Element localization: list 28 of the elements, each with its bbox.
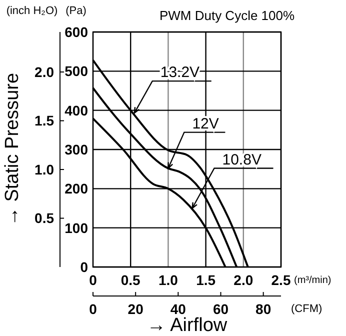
- y2-tick-label: 1.5: [34, 112, 54, 129]
- y-tick-label: 400: [64, 102, 88, 118]
- y-tick-label: 200: [64, 180, 88, 197]
- x-axis-title: (m³/min): [294, 275, 332, 286]
- x-tick-label: 2.5: [271, 272, 291, 288]
- x2-tick-label: 60: [212, 301, 229, 317]
- x2-axis-title: (CFM): [291, 303, 322, 315]
- annotation: 10.8V: [222, 151, 262, 168]
- x-tick-label: 0.5: [120, 272, 141, 288]
- y2-tick-label: 0.5: [34, 210, 54, 226]
- x-tick-label: 1.0: [158, 272, 178, 288]
- y-tick-label: 100: [64, 220, 88, 236]
- y-tick-label: 500: [64, 63, 88, 80]
- y-tick-label: 300: [64, 142, 88, 158]
- x2-tick-label: 80: [256, 301, 272, 317]
- y2-axis-title: (inch H₂O): [6, 5, 58, 17]
- y-tick-label: 0: [80, 259, 88, 275]
- x2-tick-label: 40: [170, 301, 186, 317]
- y-axis-title: (Pa): [66, 5, 86, 17]
- x-tick-label: 1.5: [196, 272, 216, 288]
- x2-tick-label: 20: [128, 301, 144, 317]
- chart-title: PWM Duty Cycle 100%: [159, 8, 295, 23]
- text: → Airflow: [146, 315, 228, 336]
- y2-tick-label: 1.0: [34, 161, 54, 178]
- text: → Static Pressure: [2, 72, 23, 226]
- x-tick-label: 2.0: [234, 272, 254, 288]
- y-tick-label: 600: [64, 24, 88, 40]
- y2-tick-label: 2.0: [34, 64, 54, 80]
